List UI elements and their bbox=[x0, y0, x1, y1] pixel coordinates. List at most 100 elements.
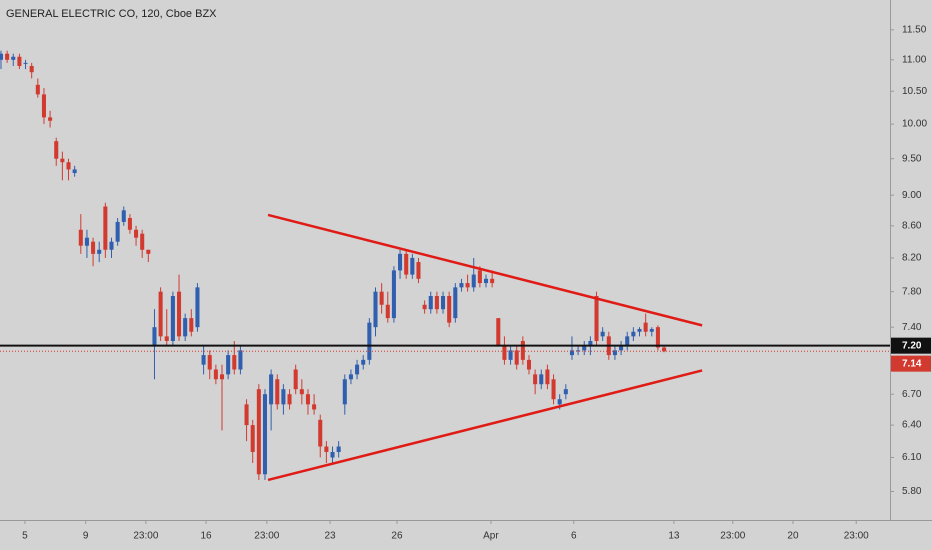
candle-body bbox=[305, 394, 310, 405]
candle-body bbox=[391, 270, 396, 319]
candle-body bbox=[385, 304, 390, 319]
y-tick-label: 7.80 bbox=[902, 286, 922, 297]
price-label: 7.20 bbox=[902, 340, 922, 351]
candle-body bbox=[5, 53, 10, 60]
candle-body bbox=[23, 62, 28, 64]
candle-body bbox=[502, 345, 507, 360]
candle-body bbox=[398, 253, 403, 271]
y-tick-label: 8.20 bbox=[902, 253, 922, 264]
candle-body bbox=[97, 249, 102, 254]
y-tick-label: 9.50 bbox=[902, 153, 922, 164]
candle-body bbox=[299, 389, 304, 395]
candle-body bbox=[643, 322, 648, 332]
candle-body bbox=[324, 446, 329, 452]
y-tick-label: 5.80 bbox=[902, 486, 922, 497]
y-tick-label: 9.00 bbox=[902, 190, 922, 201]
candle-body bbox=[404, 253, 409, 275]
candle-body bbox=[649, 329, 654, 332]
x-tick-label: Apr bbox=[483, 531, 499, 542]
x-tick-label: 23 bbox=[325, 531, 337, 542]
x-tick-label: 23:00 bbox=[720, 531, 745, 542]
candle-body bbox=[569, 350, 574, 356]
candle-body bbox=[232, 355, 237, 370]
candle-body bbox=[508, 350, 513, 360]
candle-body bbox=[336, 446, 341, 452]
candle-body bbox=[342, 379, 347, 405]
candle-body bbox=[281, 389, 286, 405]
candle-body bbox=[588, 340, 593, 346]
candle-body bbox=[551, 379, 556, 400]
candle-body bbox=[275, 379, 280, 405]
candle-body bbox=[262, 394, 268, 475]
candle-body bbox=[514, 350, 519, 365]
candle-body bbox=[459, 283, 464, 288]
candle-body bbox=[520, 340, 525, 360]
candle-body bbox=[140, 233, 145, 250]
y-tick-label: 11.00 bbox=[902, 54, 927, 65]
candle-body bbox=[496, 318, 501, 346]
x-tick-label: 23:00 bbox=[254, 531, 279, 542]
candle-body bbox=[619, 345, 624, 351]
y-tick-label: 6.10 bbox=[902, 452, 922, 463]
candle-body bbox=[637, 329, 642, 332]
candle-body bbox=[170, 296, 175, 341]
candle-body bbox=[109, 241, 114, 250]
candle-body bbox=[416, 262, 421, 279]
candle-body bbox=[146, 249, 151, 254]
candle-body bbox=[54, 141, 59, 159]
y-tick-label: 8.60 bbox=[902, 220, 922, 231]
candle-body bbox=[103, 206, 108, 250]
candle-body bbox=[269, 374, 274, 405]
candle-body bbox=[453, 287, 458, 319]
candle-body bbox=[91, 241, 96, 254]
x-tick-label: 23:00 bbox=[133, 531, 158, 542]
candle-body bbox=[348, 374, 353, 380]
trend-line bbox=[267, 213, 703, 327]
candle-body bbox=[441, 296, 446, 310]
candle-body bbox=[447, 296, 452, 323]
candle-body bbox=[35, 84, 40, 95]
candle-body bbox=[115, 221, 120, 242]
candle-body bbox=[84, 237, 89, 246]
candle-body bbox=[662, 347, 667, 352]
candle-body bbox=[0, 53, 4, 60]
candle-body bbox=[207, 355, 212, 370]
x-tick-label: 6 bbox=[571, 531, 577, 542]
candle-body bbox=[127, 218, 132, 230]
candle-body bbox=[422, 304, 427, 310]
candle-body bbox=[250, 425, 255, 452]
plot-area bbox=[0, 50, 703, 482]
candle-body bbox=[152, 327, 157, 346]
chart-title: GENERAL ELECTRIC CO, 120, Cboe BZX bbox=[6, 8, 217, 20]
y-tick-label: 6.40 bbox=[902, 420, 922, 431]
candle-body bbox=[312, 404, 317, 410]
trend-line bbox=[267, 369, 703, 482]
candle-body bbox=[256, 389, 261, 475]
candle-body bbox=[490, 278, 495, 284]
candle-body bbox=[379, 291, 384, 305]
candle-body bbox=[576, 350, 581, 352]
candle-body bbox=[477, 270, 482, 284]
candle-body bbox=[428, 296, 433, 310]
candle-body bbox=[557, 399, 562, 405]
x-tick-label: 23:00 bbox=[844, 531, 869, 542]
candle-body bbox=[189, 318, 194, 332]
candle-body bbox=[164, 336, 169, 341]
candle-body bbox=[287, 394, 292, 405]
candle-body bbox=[195, 287, 200, 328]
candle-body bbox=[238, 350, 243, 370]
candle-body bbox=[219, 374, 225, 380]
x-tick-label: 16 bbox=[200, 531, 212, 542]
candle-body bbox=[66, 162, 71, 170]
candle-body bbox=[226, 355, 231, 375]
candle-body bbox=[11, 56, 16, 60]
x-tick-label: 26 bbox=[391, 531, 403, 542]
candle-body bbox=[367, 322, 372, 360]
y-tick-label: 10.50 bbox=[902, 86, 927, 97]
candle-body bbox=[563, 389, 568, 395]
candle-body bbox=[612, 350, 617, 356]
candle-body bbox=[471, 274, 476, 288]
candle-body bbox=[17, 56, 22, 66]
